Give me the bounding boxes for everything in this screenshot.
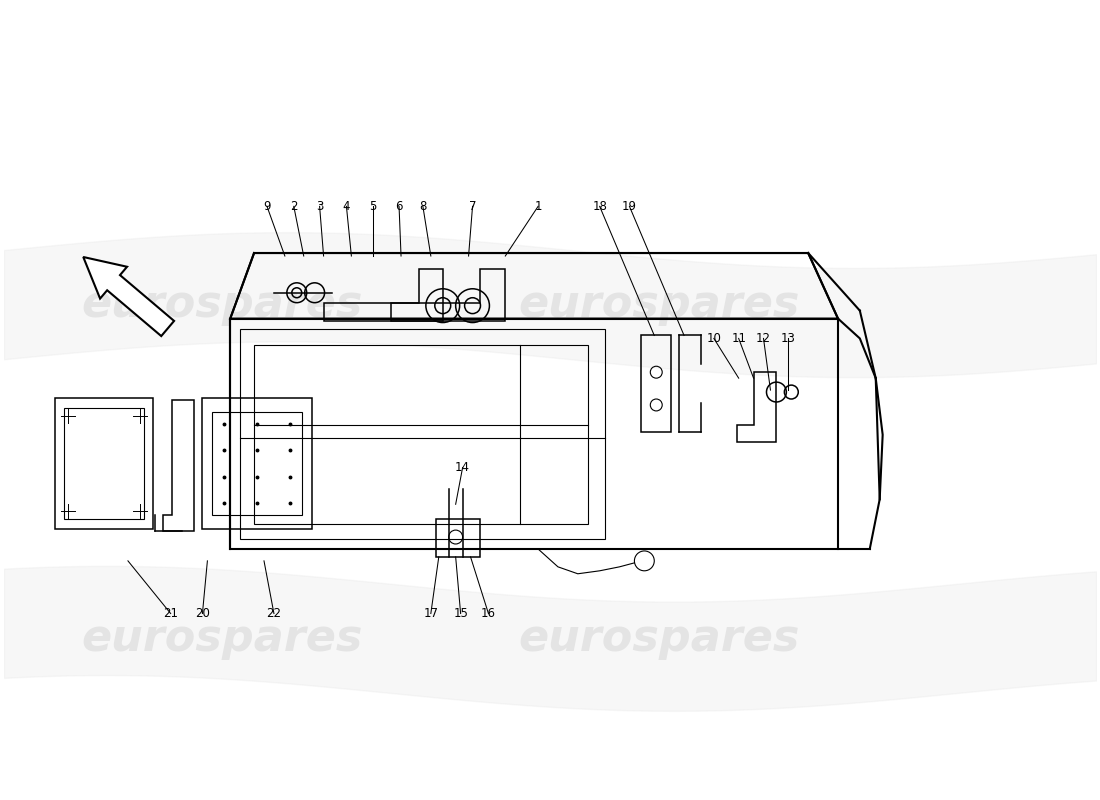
- Text: 20: 20: [195, 607, 210, 620]
- Text: 9: 9: [263, 200, 271, 213]
- Text: 8: 8: [419, 200, 427, 213]
- Text: 6: 6: [395, 200, 403, 213]
- Text: 15: 15: [453, 607, 469, 620]
- Text: 5: 5: [370, 200, 377, 213]
- Text: 17: 17: [424, 607, 438, 620]
- Text: 12: 12: [756, 332, 771, 345]
- Text: 11: 11: [732, 332, 746, 345]
- Text: eurospares: eurospares: [81, 283, 363, 326]
- Text: eurospares: eurospares: [81, 617, 363, 660]
- Text: eurospares: eurospares: [518, 617, 800, 660]
- Text: 16: 16: [481, 607, 496, 620]
- FancyArrow shape: [84, 257, 174, 336]
- Text: 10: 10: [706, 332, 722, 345]
- Text: 14: 14: [455, 461, 470, 474]
- Text: 18: 18: [592, 200, 607, 213]
- Text: eurospares: eurospares: [518, 283, 800, 326]
- Text: 3: 3: [316, 200, 323, 213]
- Text: 7: 7: [469, 200, 476, 213]
- Text: 19: 19: [621, 200, 637, 213]
- Text: 22: 22: [266, 607, 282, 620]
- Text: 4: 4: [343, 200, 350, 213]
- Text: 2: 2: [290, 200, 297, 213]
- Text: 21: 21: [163, 607, 178, 620]
- Text: 13: 13: [781, 332, 795, 345]
- Text: 1: 1: [535, 200, 542, 213]
